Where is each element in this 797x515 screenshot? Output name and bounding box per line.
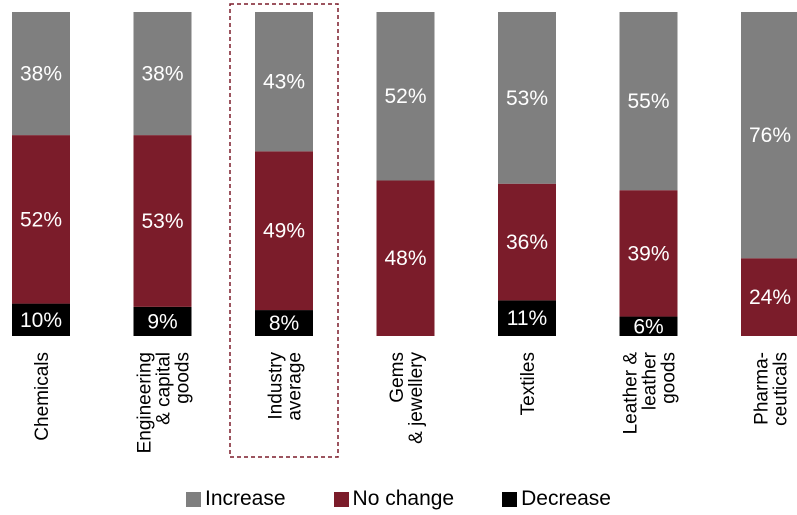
- bar-segment-no-change: [133, 135, 192, 307]
- data-label-decrease: 10%: [20, 309, 62, 332]
- category-label-line: Leather &: [621, 352, 642, 435]
- bar-segment-decrease: [12, 303, 70, 336]
- legend-label-increase: Increase: [204, 487, 286, 510]
- bar-segment-increase: [741, 12, 797, 259]
- data-label-decrease: 6%: [633, 315, 663, 338]
- data-label-no-change: 24%: [749, 286, 791, 309]
- category-label-line: goods: [659, 352, 680, 404]
- bar-segment-increase: [619, 12, 678, 191]
- bar-segment-increase: [498, 12, 556, 184]
- legend-swatch-increase: [185, 491, 201, 507]
- bar-segment-increase: [255, 12, 313, 152]
- data-label-increase: 52%: [384, 85, 426, 108]
- legend-swatch-decrease: [502, 491, 518, 507]
- legend-item-no-change: No change: [333, 487, 455, 511]
- bar-segment-increase: [12, 12, 70, 136]
- data-label-no-change: 53%: [141, 210, 183, 233]
- data-label-no-change: 48%: [384, 247, 426, 270]
- category-label-line: Engineering: [135, 352, 156, 453]
- bar-segment-no-change: [12, 135, 70, 304]
- data-label-no-change: 52%: [20, 208, 62, 231]
- bar-segment-no-change: [741, 258, 797, 336]
- bar-segment-decrease: [498, 300, 556, 336]
- bar-segment-increase: [133, 12, 192, 136]
- category-label-line: Pharma-: [752, 352, 773, 425]
- data-label-increase: 38%: [20, 63, 62, 86]
- bar-segment-increase: [376, 12, 435, 181]
- category-label-line: Gems: [387, 352, 408, 403]
- data-label-no-change: 39%: [627, 242, 669, 265]
- category-label-line: average: [285, 352, 306, 421]
- legend-label-decrease: Decrease: [521, 487, 611, 510]
- bar-segment-no-change: [619, 190, 678, 317]
- bar-segment-no-change: [498, 183, 556, 301]
- bar-segment-no-change: [255, 151, 313, 311]
- data-label-increase: 53%: [506, 87, 548, 110]
- category-label-line: & capital: [154, 352, 175, 425]
- data-label-no-change: 36%: [506, 231, 548, 254]
- category-label: Gems& jewellery: [387, 352, 427, 444]
- data-label-increase: 55%: [627, 90, 669, 113]
- legend-swatch-no-change: [333, 491, 349, 507]
- category-label-line: Textiles: [518, 352, 539, 415]
- data-label-decrease: 11%: [507, 307, 547, 330]
- data-label-increase: 43%: [263, 71, 305, 94]
- legend-item-decrease: Decrease: [502, 487, 611, 511]
- category-label: Chemicals: [32, 352, 53, 441]
- data-label-increase: 76%: [749, 124, 791, 147]
- bar-segment-decrease: [255, 310, 313, 336]
- category-label-line: leather: [640, 351, 661, 410]
- category-label-line: & jewellery: [406, 352, 427, 444]
- category-label-line: goods: [173, 352, 194, 404]
- category-label: Textiles: [518, 352, 539, 415]
- data-label-no-change: 49%: [263, 220, 305, 243]
- legend-label-no-change: No change: [352, 487, 455, 510]
- legend: Increase No change Decrease: [0, 487, 797, 511]
- bar-segment-decrease: [133, 306, 192, 336]
- category-label-line: Chemicals: [32, 352, 53, 441]
- category-label-line: ceuticals: [771, 352, 792, 426]
- category-label-line: Industry: [266, 352, 287, 420]
- data-label-decrease: 8%: [269, 312, 299, 335]
- category-label: Pharma-ceuticals: [752, 352, 792, 426]
- data-label-decrease: 9%: [147, 310, 177, 333]
- bar-segment-decrease: [619, 316, 678, 336]
- legend-item-increase: Increase: [185, 487, 286, 511]
- data-label-increase: 38%: [141, 63, 183, 86]
- bar-segment-no-change: [376, 180, 435, 336]
